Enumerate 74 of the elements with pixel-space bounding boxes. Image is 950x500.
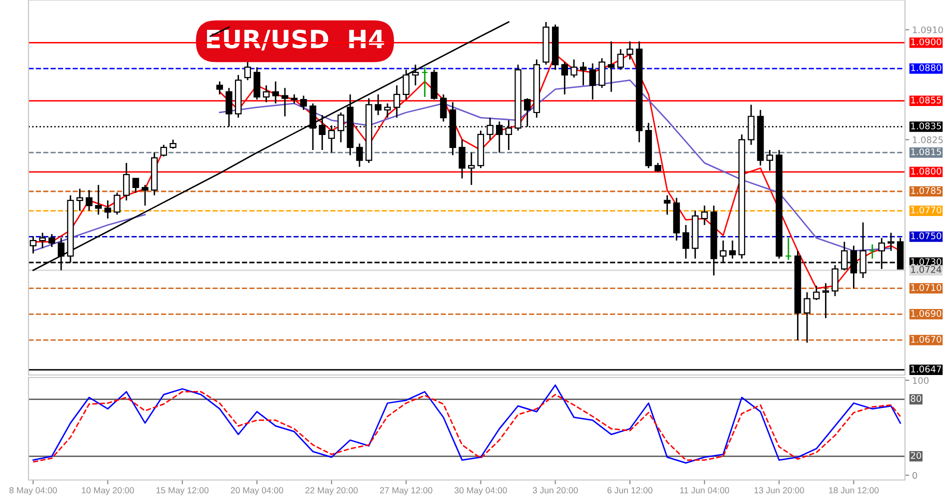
y-tick-label: 100	[912, 377, 929, 384]
candlestick	[300, 94, 307, 111]
candlestick	[766, 149, 774, 172]
candlestick	[272, 80, 279, 104]
ref-line-label: 80	[910, 395, 922, 402]
x-tick-label: 27 May 12:00	[380, 487, 432, 496]
candlestick	[318, 114, 326, 151]
ref-line-label: 1.0710	[911, 284, 942, 291]
ref-line-label: 1.0724	[911, 266, 942, 273]
candlestick	[598, 57, 606, 89]
candlestick	[262, 84, 270, 103]
ref-line-label: 20	[910, 452, 922, 459]
candlestick	[290, 94, 298, 104]
candlestick	[580, 61, 587, 86]
x-tick-label: 15 May 12:00	[156, 487, 209, 496]
ref-line-label: 1.0785	[911, 187, 942, 194]
candlestick	[216, 80, 223, 96]
candlestick	[384, 102, 391, 118]
candlestick	[374, 94, 382, 116]
candlestick	[832, 264, 838, 297]
x-tick-label: 20 May 04:00	[230, 487, 284, 496]
candlestick	[402, 69, 410, 100]
ref-line-label: 1.0900	[911, 38, 942, 46]
candlestick	[804, 292, 810, 344]
y-tick-label: 0	[912, 472, 918, 479]
ref-line-label: 1.0800	[911, 168, 942, 175]
candlestick	[282, 87, 288, 118]
candlestick	[617, 48, 624, 71]
ref-line-label: 1.0880	[911, 64, 942, 72]
candlestick	[421, 66, 428, 98]
candlestick	[682, 224, 690, 260]
candlestick	[813, 285, 820, 301]
candlestick	[561, 61, 568, 96]
ref-line-label: 1.0835	[911, 122, 942, 130]
ref-line-label: 1.0855	[911, 96, 942, 104]
ref-line-label: 1.0670	[911, 336, 942, 343]
candlestick	[822, 282, 830, 319]
x-tick-label: 8 May 04:00	[9, 487, 57, 496]
ref-line-label: 1.0690	[911, 310, 942, 317]
candlestick	[412, 64, 419, 86]
candlestick	[729, 240, 736, 260]
x-tick-label: 18 Jun 12:00	[829, 487, 879, 494]
y-tick-label: 1.0825	[912, 136, 943, 144]
candlestick	[458, 138, 466, 180]
candlestick	[244, 61, 251, 81]
x-tick-label: 3 Jun 20:00	[532, 487, 578, 494]
x-tick-label: 13 Jun 20:00	[754, 487, 804, 494]
candlestick	[440, 94, 447, 122]
ref-line-label: 1.0647	[911, 366, 942, 372]
candlestick	[356, 142, 363, 168]
y-tick-label: 1.0910	[912, 26, 943, 34]
candlestick	[888, 232, 894, 252]
ref-line-label: 1.0730	[911, 258, 942, 266]
candlestick	[393, 84, 400, 118]
candlestick	[468, 152, 475, 186]
candlestick	[654, 162, 662, 173]
x-tick-label: 6 Jun 12:00	[607, 487, 652, 494]
candlestick	[589, 62, 596, 100]
candlestick	[626, 40, 634, 60]
x-tick-label: 11 Jun 04:00	[680, 487, 730, 494]
candlestick	[664, 194, 671, 216]
ref-line-label: 1.0750	[911, 232, 942, 240]
candlestick	[701, 204, 708, 226]
ref-line-label: 1.0815	[911, 148, 942, 156]
x-tick-label: 10 May 20:00	[82, 487, 134, 496]
candlestick	[868, 244, 876, 260]
ref-line-label: 1.0770	[911, 206, 942, 214]
candlestick	[570, 58, 578, 78]
x-tick-label: 22 May 20:00	[305, 487, 358, 496]
candlestick	[30, 236, 37, 254]
candlestick	[785, 237, 792, 261]
x-tick-label: 30 May 04:00	[454, 487, 507, 496]
candlestick	[608, 40, 615, 93]
candlestick	[170, 138, 176, 150]
